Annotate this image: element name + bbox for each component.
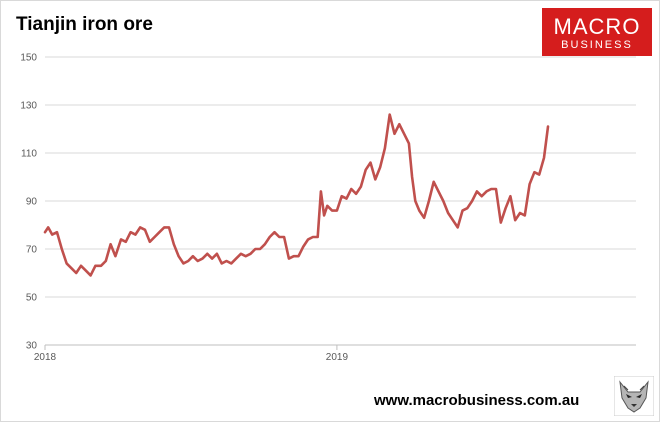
y-tick-label: 30	[26, 341, 38, 352]
x-tick-label: 2019	[326, 352, 349, 363]
website-url: www.macrobusiness.com.au	[374, 392, 580, 409]
wolf-mascot-icon	[614, 376, 654, 416]
y-tick-label: 110	[21, 149, 37, 160]
y-tick-label: 70	[26, 245, 38, 256]
logo-line-1: MACRO	[553, 14, 641, 39]
logo-line-2: BUSINESS	[561, 39, 633, 51]
y-tick-label: 150	[20, 53, 37, 64]
y-tick-label: 50	[26, 293, 38, 304]
iron-ore-price-line	[43, 113, 550, 277]
x-tick-label: 2018	[34, 352, 57, 363]
chart-title: Tianjin iron ore	[16, 14, 153, 35]
y-tick-label: 130	[20, 101, 37, 112]
y-tick-label: 90	[26, 197, 38, 208]
macrobusiness-logo: MACRO BUSINESS	[542, 8, 652, 56]
